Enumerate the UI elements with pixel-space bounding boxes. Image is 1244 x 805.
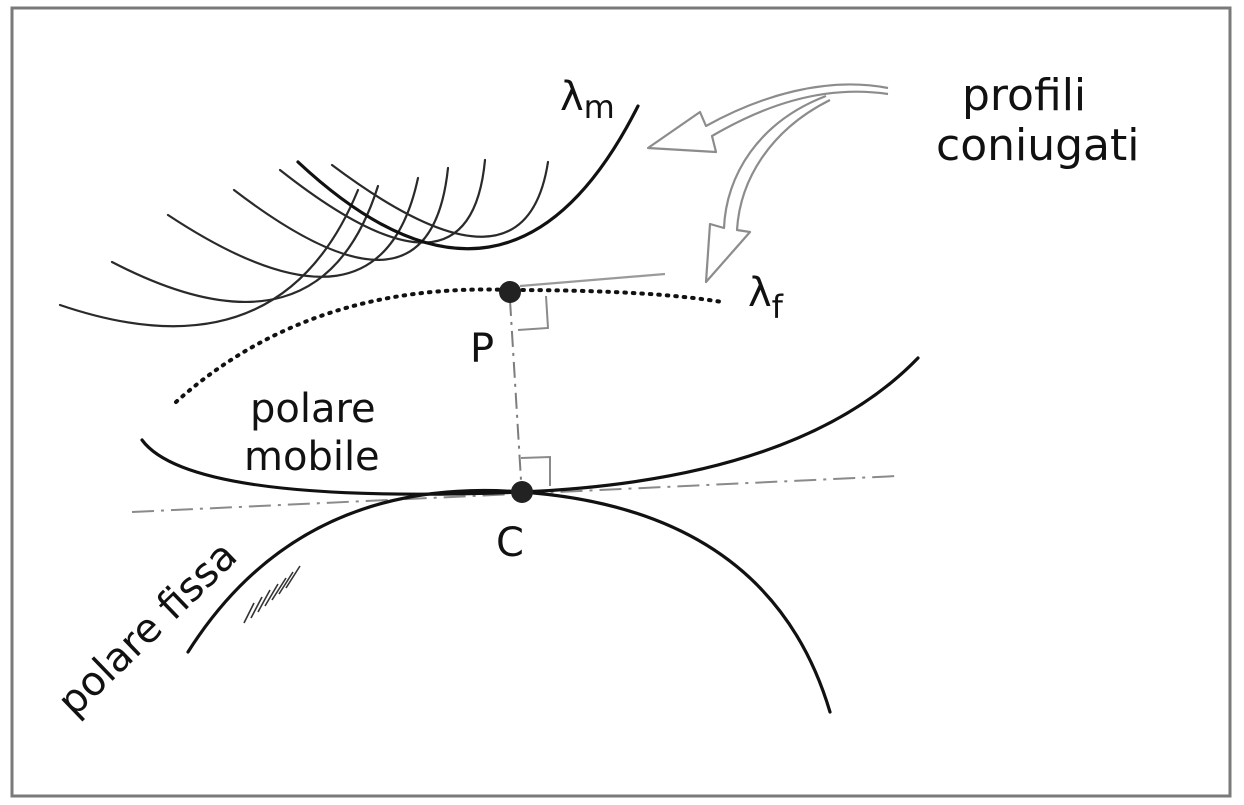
lambda-m-symbol: λ xyxy=(560,74,584,120)
lambda-f-symbol: λ xyxy=(748,270,772,316)
lambda-m-subscript: m xyxy=(584,88,615,126)
profile-curve-2 xyxy=(110,184,380,303)
tangent-at-p xyxy=(519,272,666,288)
label-coniugati: coniugati xyxy=(936,120,1139,171)
label-point-c: C xyxy=(496,520,524,566)
conjugate-arrows xyxy=(646,83,889,284)
point-p-marker xyxy=(499,281,521,303)
label-point-p: P xyxy=(470,326,494,372)
point-c-marker xyxy=(511,481,533,503)
profile-lambda-m xyxy=(296,104,640,251)
profile-curve-3 xyxy=(166,176,420,278)
fixed-hatching xyxy=(243,565,301,624)
right-angle-mark-c xyxy=(520,455,551,486)
label-profili: profili xyxy=(962,70,1086,121)
arrow-to-lambda-m xyxy=(646,83,889,154)
arrow-to-lambda-f xyxy=(704,94,831,284)
profile-curve-4 xyxy=(232,166,450,261)
profile-lambda-f xyxy=(174,287,724,404)
profile-curve-6 xyxy=(330,160,550,238)
right-angle-mark-p xyxy=(517,295,550,331)
label-lambda-m: λm xyxy=(560,74,615,126)
lambda-f-subscript: f xyxy=(772,288,784,326)
label-polare-mobile-1: polare xyxy=(250,386,376,432)
common-tangent-at-c xyxy=(131,475,899,513)
profile-curve-1 xyxy=(58,188,360,328)
label-lambda-f: λf xyxy=(748,270,784,326)
label-polare-mobile-2: mobile xyxy=(244,434,380,480)
